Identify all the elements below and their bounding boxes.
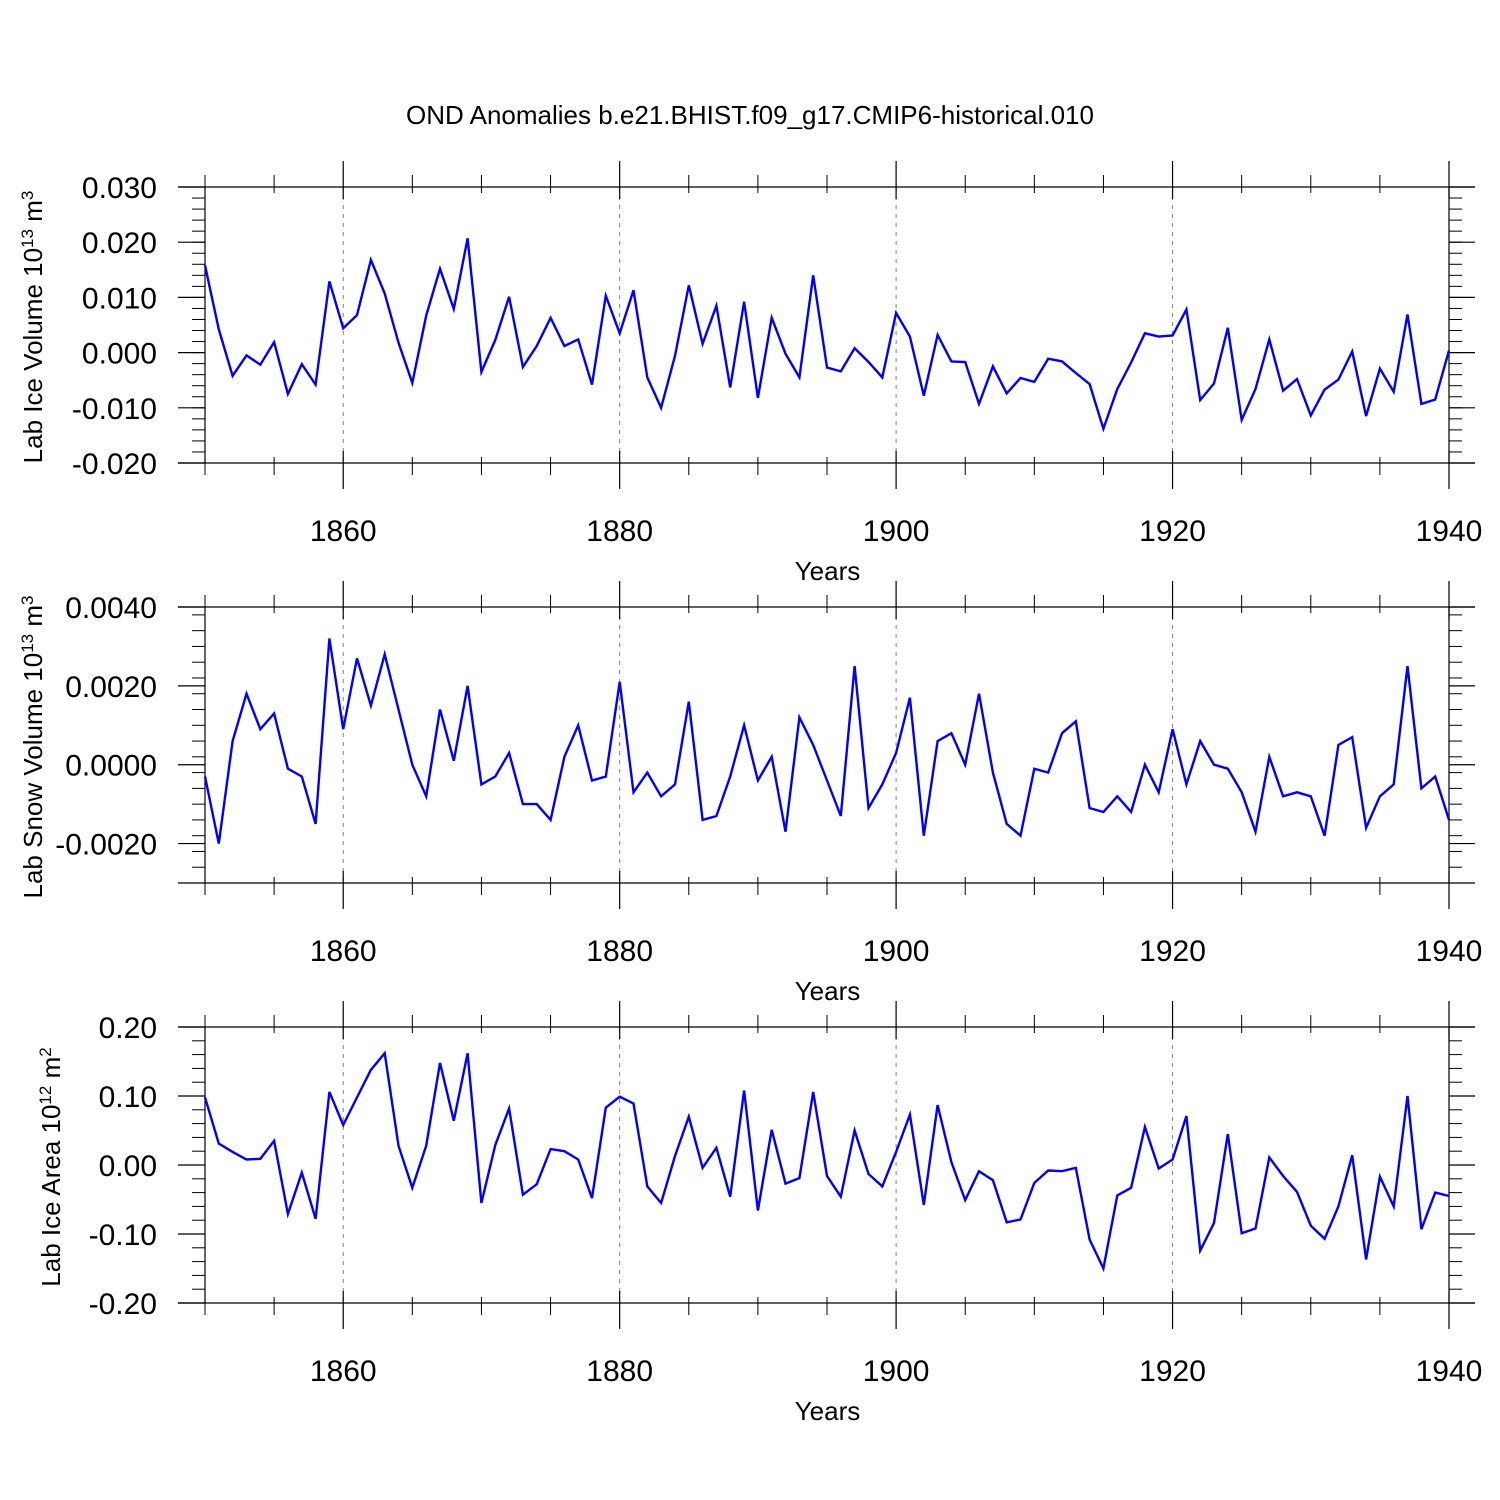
x-axis-title: Years	[795, 556, 861, 586]
y-tick-label: -0.010	[72, 393, 157, 426]
y-axis-title-unit: m	[18, 605, 48, 634]
x-tick-label: 1920	[1139, 515, 1206, 548]
y-tick-label: 0.00	[99, 1150, 157, 1183]
y-tick-label: -0.0020	[55, 829, 157, 862]
y-axis-title-text: Lab Ice Volume 10	[18, 248, 48, 463]
y-tick-label: 0.000	[82, 338, 157, 371]
x-tick-label: 1880	[586, 935, 653, 968]
x-tick-label: 1860	[310, 515, 377, 548]
y-axis-title-unit: m	[18, 200, 48, 229]
x-tick-label: 1900	[863, 515, 930, 548]
y-axis-title: Lab Ice Volume 1013 m3	[18, 191, 49, 464]
panels: -0.020 -0.010 0.000 0.010 0.020 0.030 1860 1880…	[18, 161, 1483, 1426]
y-tick-label: 0.010	[82, 282, 157, 315]
y-axis-title-exponent: 12	[36, 1086, 55, 1105]
x-tick-label: 1940	[1416, 515, 1483, 548]
y-axis-title-text: Lab Ice Area 10	[36, 1105, 66, 1287]
series-line	[203, 638, 1451, 844]
x-axis-title: Years	[795, 976, 861, 1006]
y-axis-title: Lab Ice Area 1012 m2	[36, 1047, 67, 1286]
x-tick-label: 1940	[1416, 935, 1483, 968]
series-line	[203, 238, 1451, 433]
x-tick-label: 1920	[1139, 935, 1206, 968]
x-tick-label: 1900	[863, 1355, 930, 1388]
x-axis-title: Years	[795, 1396, 861, 1426]
y-axis-title-unit: m	[36, 1057, 66, 1086]
x-tick-label: 1900	[863, 935, 930, 968]
y-tick-label: -0.10	[89, 1219, 157, 1252]
x-tick-label: 1940	[1416, 1355, 1483, 1388]
y-tick-label: 0.020	[82, 227, 157, 260]
x-tick-label: 1860	[310, 1355, 377, 1388]
y-axis-title: Lab Snow Volume 1013 m3	[18, 595, 49, 898]
y-axis-title-text: Lab Snow Volume 10	[18, 653, 48, 899]
panel-3: -0.20 -0.10 0.00 0.10 0.20 1860 1880 1900 1920 19…	[36, 1001, 1483, 1426]
y-axis-title-unit-exponent: 2	[36, 1047, 55, 1056]
y-tick-label: -0.020	[72, 448, 157, 481]
x-tick-label: 1880	[586, 1355, 653, 1388]
y-axis-title-unit-exponent: 3	[18, 595, 37, 604]
y-tick-label: 0.030	[82, 172, 157, 205]
y-axis-title-exponent: 13	[18, 229, 37, 248]
x-tick-label: 1920	[1139, 1355, 1206, 1388]
x-tick-label: 1880	[586, 515, 653, 548]
panel-1: -0.020 -0.010 0.000 0.010 0.020 0.030 1860 1880…	[18, 161, 1483, 586]
series-line	[203, 1050, 1450, 1273]
y-tick-label: 0.0020	[65, 671, 157, 704]
y-tick-label: 0.0000	[65, 750, 157, 783]
x-tick-label: 1860	[310, 935, 377, 968]
panel-2: -0.0020 0.0000 0.0020 0.0040 1860 1880 1900 192…	[18, 581, 1483, 1006]
y-axis-title-unit-exponent: 3	[18, 191, 37, 200]
y-tick-label: -0.20	[89, 1288, 157, 1321]
y-axis-title-exponent: 13	[18, 634, 37, 653]
y-tick-label: 0.10	[99, 1081, 157, 1114]
y-tick-label: 0.0040	[65, 592, 157, 625]
figure-title: OND Anomalies b.e21.BHIST.f09_g17.CMIP6-…	[406, 100, 1094, 130]
y-tick-label: 0.20	[99, 1012, 157, 1045]
